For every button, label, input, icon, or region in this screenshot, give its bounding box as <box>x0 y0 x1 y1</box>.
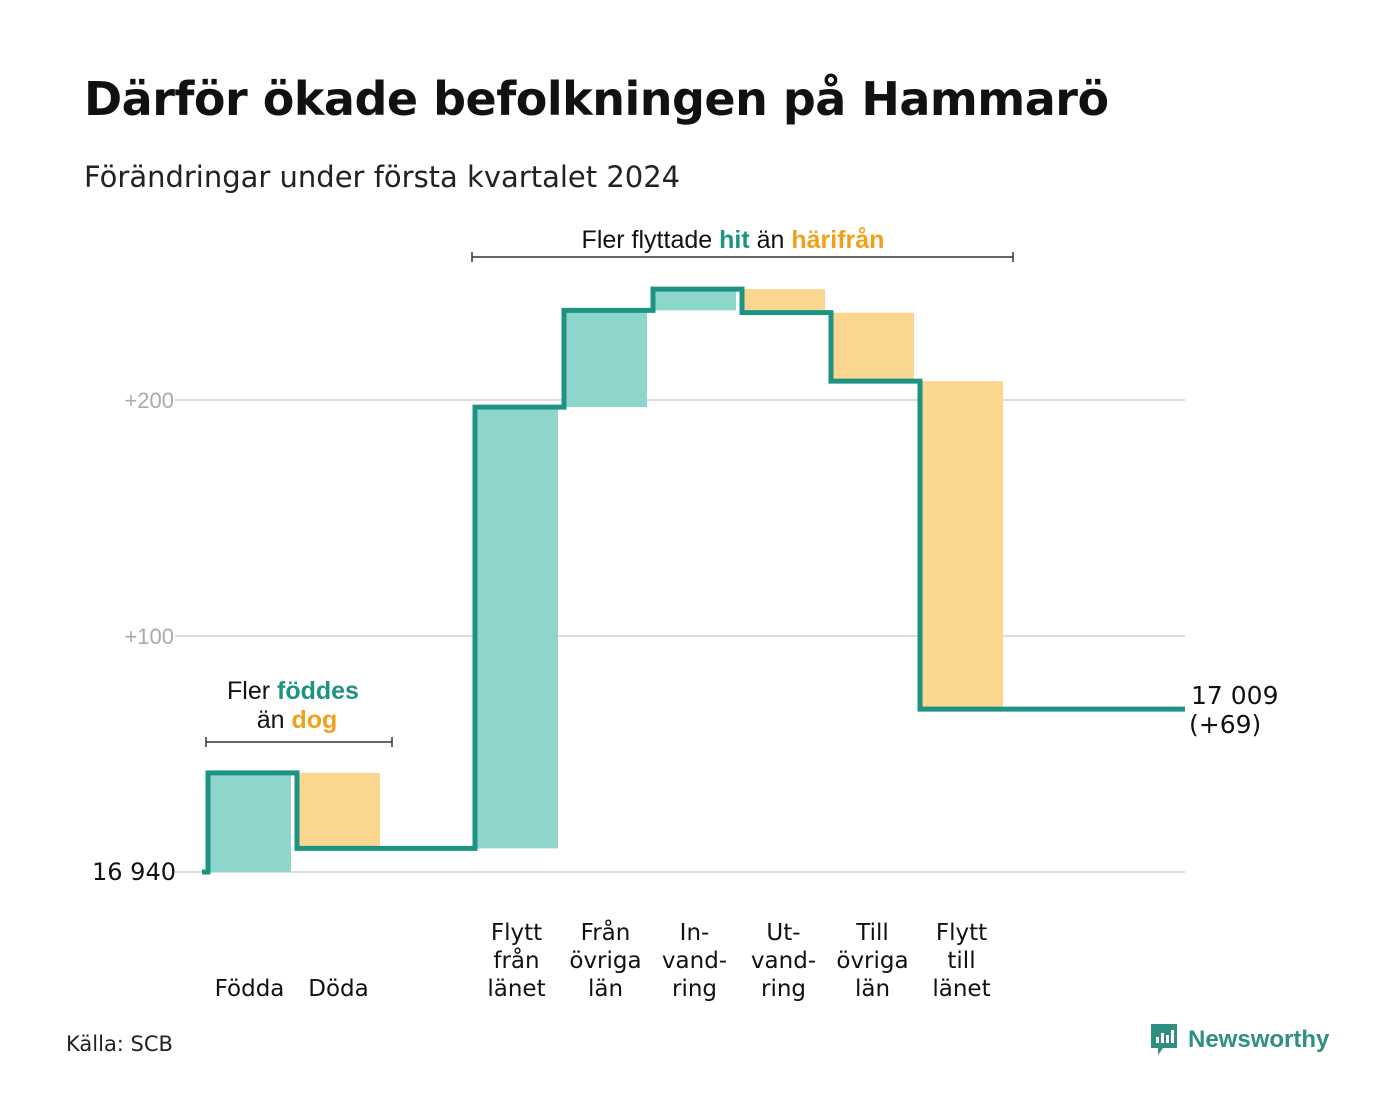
deaths-highlight: dog <box>291 706 337 734</box>
end-change-label: (+69) <box>1189 710 1261 739</box>
category-label: länet <box>487 976 545 1002</box>
bar-födda <box>208 772 291 872</box>
cumulative-step-line <box>202 286 1185 875</box>
newsworthy-logo-icon <box>1151 1024 1177 1055</box>
bars <box>208 289 1003 872</box>
category-label: länet <box>932 976 990 1002</box>
y-tick-label: +200 <box>124 388 174 413</box>
category-label: vand- <box>751 948 816 974</box>
category-label: ring <box>672 976 717 1002</box>
migration-bracket <box>471 252 1014 262</box>
migration-annotation: Fler flyttade hit än härifrån <box>582 226 885 254</box>
births-bracket <box>205 737 393 747</box>
category-label: ring <box>761 976 806 1002</box>
migration-prefix: Fler flyttade <box>582 226 720 254</box>
category-label: övriga <box>836 948 908 974</box>
bar-till-övriga-län <box>831 312 914 382</box>
brand-name: Newsworthy <box>1188 1026 1330 1053</box>
step-line <box>202 286 1185 875</box>
bar-in--vand--ring <box>653 289 736 311</box>
end-value-label: 17 009 <box>1191 681 1278 710</box>
category-label: till <box>947 948 975 974</box>
migration-middle: än <box>750 226 792 254</box>
category-label: In- <box>680 920 710 946</box>
page-title: Därför ökade befolkningen på Hammarö <box>84 72 1109 126</box>
gridlines <box>175 399 1185 873</box>
bar-ut--vand--ring <box>742 289 825 313</box>
deaths-prefix: än <box>257 706 292 734</box>
births-highlight: föddes <box>277 677 359 705</box>
bar-flytt-till-länet <box>920 381 1003 710</box>
page-subtitle: Förändringar under första kvartalet 2024 <box>84 160 681 194</box>
category-label: Från <box>581 918 631 946</box>
brand-logo: Newsworthy <box>1148 1022 1329 1058</box>
births-annotation-line1: Fler föddes <box>227 677 359 705</box>
bar-flytt-från-länet <box>475 407 558 849</box>
births-prefix: Fler <box>227 677 277 705</box>
bar-från-övriga-län <box>564 310 647 408</box>
category-label: Flytt <box>491 920 542 946</box>
births-annotation-line2: än dog <box>257 706 338 734</box>
migration-hit: hit <box>719 226 750 254</box>
baseline-label: 16 940 <box>92 858 176 886</box>
category-label: län <box>855 976 890 1002</box>
category-label: Till <box>855 920 889 946</box>
y-tick-label: +100 <box>124 624 174 649</box>
bar-döda <box>297 772 380 849</box>
category-label: Födda <box>215 976 285 1002</box>
category-label: Flytt <box>936 920 987 946</box>
category-label: vand- <box>662 948 727 974</box>
category-label: övriga <box>569 948 641 974</box>
category-label: län <box>588 976 623 1002</box>
category-label: från <box>493 946 539 974</box>
category-label: Döda <box>308 976 368 1002</box>
category-label: Ut- <box>766 920 800 946</box>
source-label: Källa: SCB <box>66 1032 173 1056</box>
migration-harifran: härifrån <box>791 226 884 254</box>
